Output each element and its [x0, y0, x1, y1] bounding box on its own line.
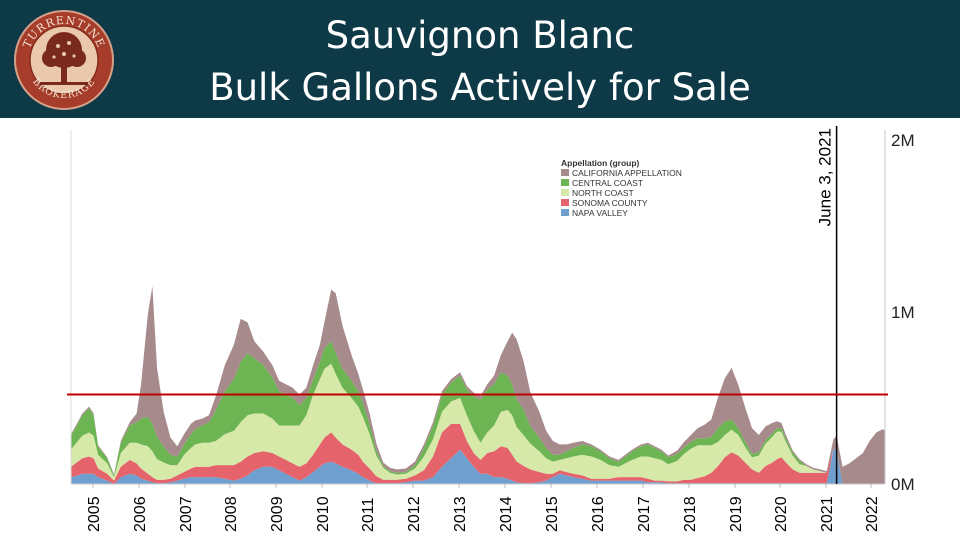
x-tick-label: 2021: [819, 496, 836, 532]
legend-label: CALIFORNIA APPELLATION: [572, 168, 682, 178]
x-tick-label: 2018: [682, 496, 699, 532]
y-axis-ticks: 0M 1M 2M: [891, 131, 915, 494]
area-north-coast: [71, 363, 886, 484]
title-line-1: Sauvignon Blanc: [325, 14, 635, 57]
slide-title: Sauvignon Blanc Bulk Gallons Actively fo…: [0, 10, 960, 114]
x-tick-label: 2010: [315, 496, 332, 532]
annotations-group: June 3, 2021: [67, 126, 888, 484]
x-tick-label: 2022: [864, 496, 881, 532]
x-tick-label: 2017: [636, 496, 653, 532]
date-marker-label: June 3, 2021: [816, 128, 835, 226]
legend-title: Appellation (group): [561, 158, 640, 168]
x-tick-label: 2011: [360, 497, 377, 532]
title-bar: [0, 0, 960, 118]
legend-swatch: [561, 169, 569, 176]
legend-swatch: [561, 199, 569, 206]
area-series-group: [71, 286, 886, 484]
x-tick-label: 2013: [452, 496, 469, 532]
turrentine-brokerage-logo: TURRENTINE BROKERAGE: [14, 10, 114, 115]
stacked-area-chart: June 3, 2021 0M 1M 2M 2005 2006 2007 2008 2009…: [0, 118, 960, 540]
x-tick-label: 2020: [773, 496, 790, 532]
legend-swatch: [561, 209, 569, 216]
x-tick-label: 2007: [178, 496, 195, 532]
area-central-coast: [71, 341, 886, 484]
x-tick-label: 2019: [728, 496, 745, 532]
x-tick-label: 2014: [498, 496, 515, 532]
x-tick-label: 2008: [223, 496, 240, 532]
legend-swatch: [561, 179, 569, 186]
y-tick-label: 2M: [891, 131, 915, 150]
legend: Appellation (group)CALIFORNIA APPELLATIO…: [561, 158, 682, 218]
area-sonoma-county: [71, 423, 886, 484]
legend-label: SONOMA COUNTY: [572, 198, 648, 208]
x-axis-ticks: 2005 2006 2007 2008 2009 2010 2011 2012 2013 2014…: [86, 484, 881, 532]
area-california-appellation: [71, 286, 886, 484]
y-tick-label: 0M: [891, 475, 915, 494]
y-tick-label: 1M: [891, 303, 915, 322]
legend-label: CENTRAL COAST: [572, 178, 643, 188]
x-tick-label: 2015: [544, 496, 561, 532]
title-line-2: Bulk Gallons Actively for Sale: [209, 66, 751, 109]
legend-swatch: [561, 189, 569, 196]
legend-label: NORTH COAST: [572, 188, 634, 198]
x-tick-label: 2016: [590, 496, 607, 532]
x-tick-label: 2012: [406, 496, 423, 532]
x-tick-label: 2005: [86, 496, 103, 532]
area-napa-valley: [71, 449, 886, 484]
x-tick-label: 2009: [269, 496, 286, 532]
legend-label: NAPA VALLEY: [572, 208, 628, 218]
x-tick-label: 2006: [132, 496, 149, 532]
